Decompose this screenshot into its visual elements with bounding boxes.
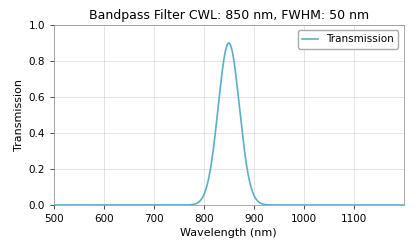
Transmission [357,204,362,206]
Transmission [201,195,206,198]
X-axis label: Wavelength (nm): Wavelength (nm) [181,228,277,238]
Transmission [394,204,399,206]
Title: Bandpass Filter CWL: 850 nm, FWHM: 50 nm: Bandpass Filter CWL: 850 nm, FWHM: 50 nm [89,10,369,22]
Transmission [186,204,191,206]
Transmission [52,204,57,206]
Transmission [112,204,117,206]
Transmission [226,42,231,44]
Transmission [92,204,97,206]
Y-axis label: Transmission: Transmission [15,79,25,151]
Legend: Transmission: Transmission [298,30,398,48]
Transmission [401,204,406,206]
Line: Transmission: Transmission [54,43,404,205]
